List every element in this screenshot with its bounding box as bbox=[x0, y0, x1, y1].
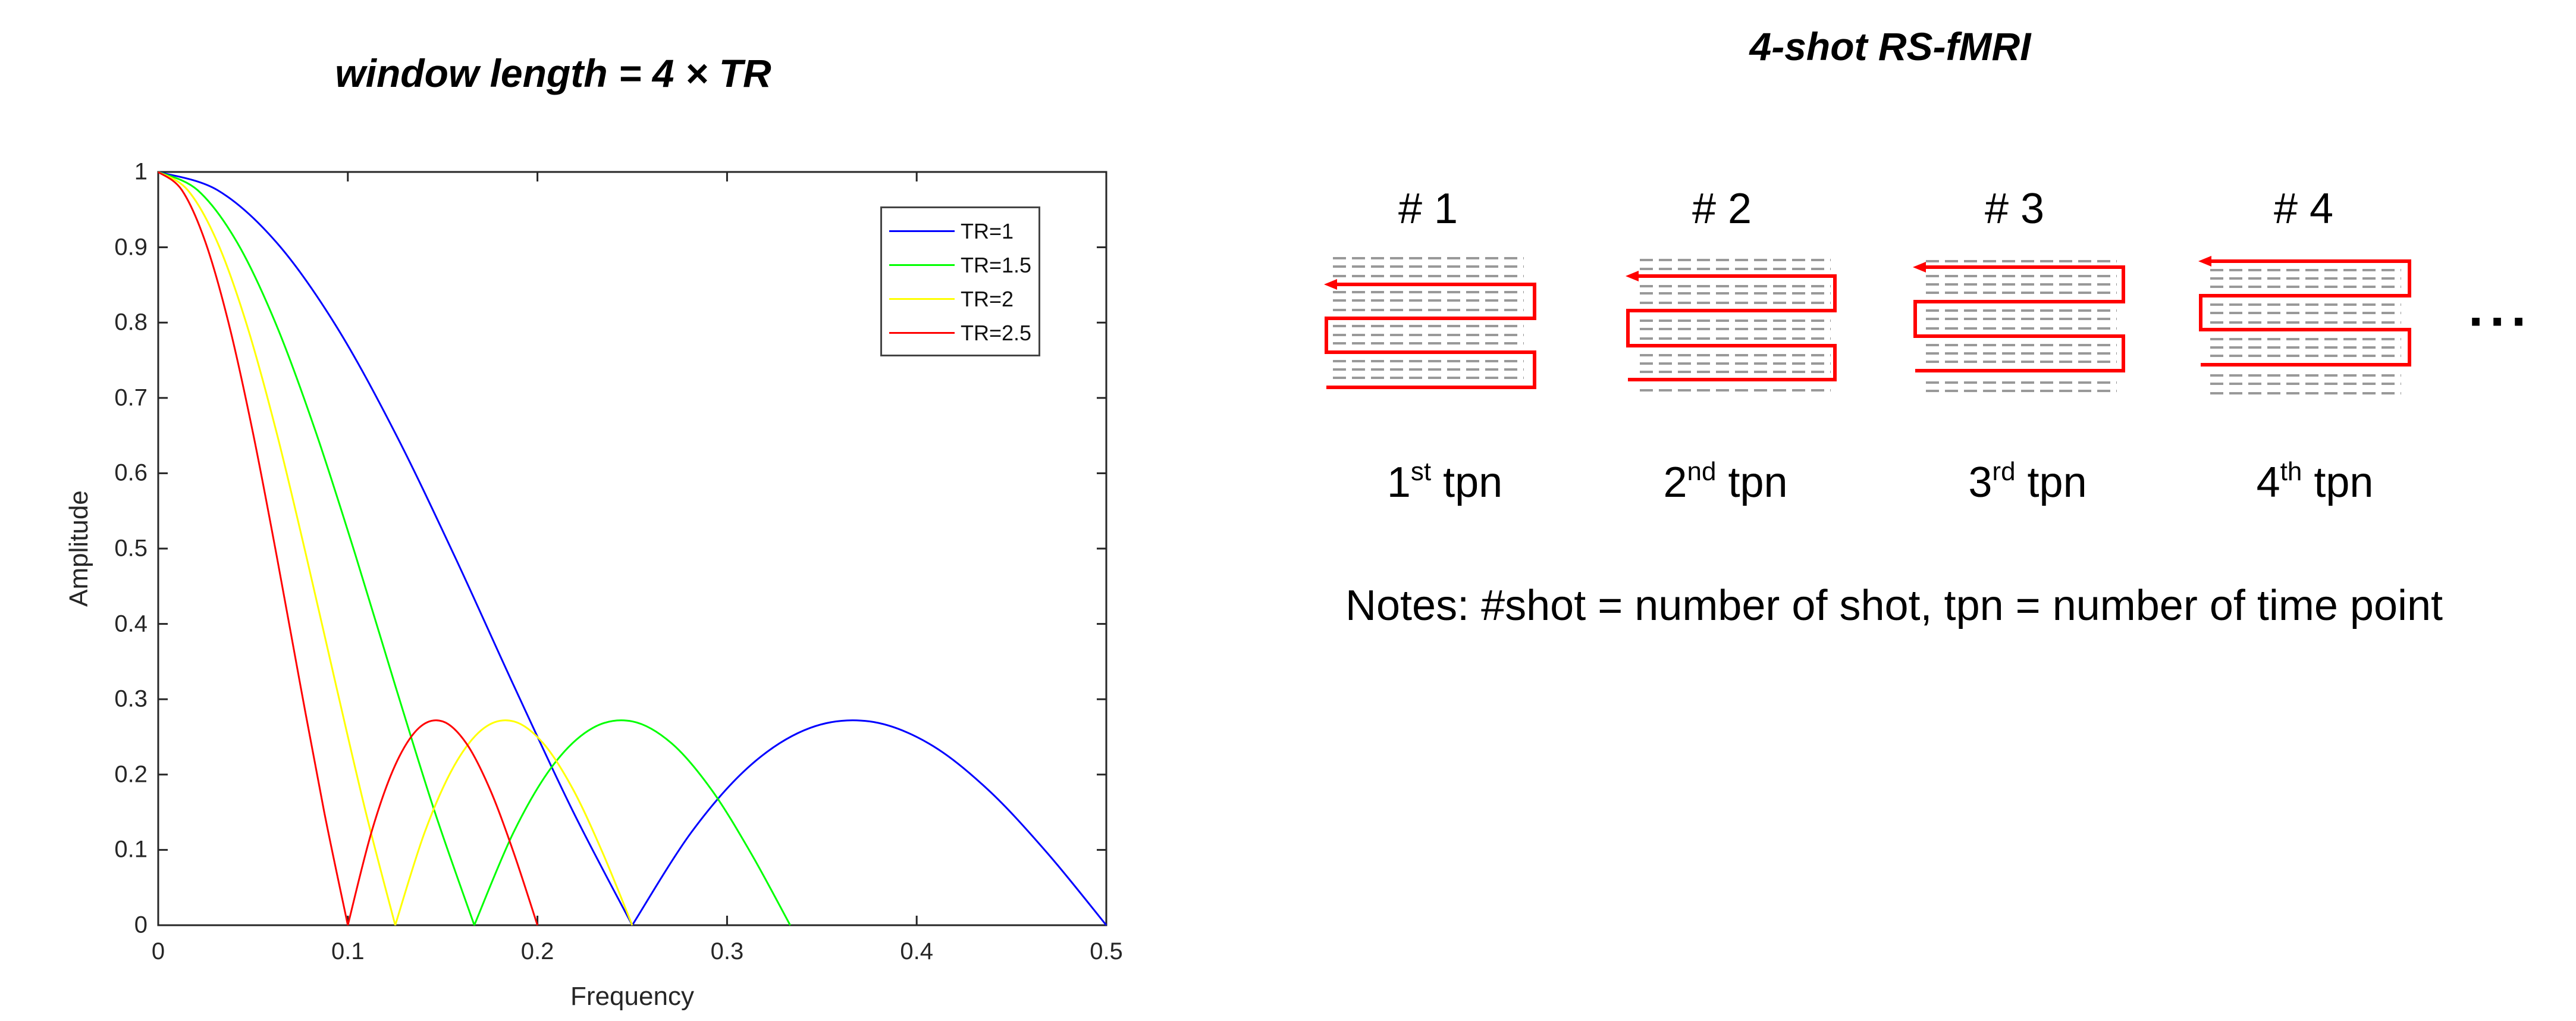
shot-label: # 2 bbox=[1692, 185, 1752, 233]
x-tick-label: 0.3 bbox=[710, 938, 744, 964]
shot-label: # 1 bbox=[1398, 185, 1458, 233]
tpn-number: 2 bbox=[1663, 459, 1687, 506]
shot-label: # 3 bbox=[1984, 185, 2045, 233]
time-point-label: 1st tpn bbox=[1387, 457, 1502, 507]
tpn-number: 4 bbox=[2256, 459, 2280, 506]
y-tick-label: 0.7 bbox=[114, 384, 148, 411]
x-tick-label: 0.4 bbox=[900, 938, 933, 964]
arrow-left-icon bbox=[1626, 271, 1639, 281]
y-tick-label: 0.1 bbox=[114, 836, 148, 863]
y-tick-label: 0.6 bbox=[114, 459, 148, 486]
x-tick-label: 0 bbox=[151, 938, 165, 964]
legend-swatch bbox=[889, 230, 955, 232]
readout-trajectory bbox=[1626, 274, 1837, 381]
series-line-tr-1-5 bbox=[158, 171, 791, 926]
tpn-word: tpn bbox=[1431, 459, 1503, 506]
legend-item: TR=1.5 bbox=[889, 248, 1031, 282]
time-point-label: 2nd tpn bbox=[1663, 457, 1787, 507]
x-tick-label: 0.5 bbox=[1090, 938, 1123, 964]
time-point-label: 4th tpn bbox=[2257, 457, 2374, 507]
time-point-label: 3rd tpn bbox=[1968, 457, 2086, 507]
y-tick-label: 0.3 bbox=[114, 685, 148, 712]
y-axis-label: Amplitude bbox=[64, 490, 93, 607]
notes-text: Notes: #shot = number of shot, tpn = num… bbox=[1345, 582, 2443, 629]
arrow-left-icon bbox=[2198, 256, 2211, 267]
x-tick-label: 0.2 bbox=[520, 938, 554, 964]
legend-label: TR=2 bbox=[961, 286, 1014, 311]
series-line-tr-1 bbox=[158, 171, 1107, 926]
legend-item: TR=2 bbox=[889, 282, 1031, 316]
series-line-tr-2-5 bbox=[158, 171, 539, 926]
legend-item: TR=1 bbox=[889, 214, 1031, 248]
y-tick-label: 0.9 bbox=[114, 234, 148, 261]
y-tick-label: 0.4 bbox=[114, 610, 148, 637]
tpn-ordinal: st bbox=[1410, 457, 1432, 486]
ellipsis: ··· bbox=[2468, 292, 2533, 352]
tpn-ordinal: nd bbox=[1687, 457, 1717, 486]
x-tick-label: 0.1 bbox=[331, 938, 365, 964]
legend-label: TR=1.5 bbox=[961, 252, 1032, 277]
legend-swatch bbox=[889, 264, 955, 266]
x-axis-label: Frequency bbox=[570, 982, 694, 1011]
legend-swatch bbox=[889, 332, 955, 334]
arrow-left-icon bbox=[1913, 262, 1926, 273]
legend-label: TR=2.5 bbox=[961, 320, 1032, 345]
tpn-number: 3 bbox=[1968, 459, 1993, 506]
legend-swatch bbox=[889, 298, 955, 300]
tpn-ordinal: rd bbox=[1992, 457, 2016, 486]
readout-trajectory bbox=[1325, 283, 1536, 389]
legend-label: TR=1 bbox=[961, 218, 1014, 243]
tpn-ordinal: th bbox=[2280, 457, 2302, 486]
readout-trajectory bbox=[2199, 259, 2411, 367]
tpn-word: tpn bbox=[2302, 459, 2374, 506]
chart-title: window length = 4 × TR bbox=[335, 51, 771, 95]
y-tick-label: 1 bbox=[134, 158, 148, 185]
legend-item: TR=2.5 bbox=[889, 316, 1031, 350]
tpn-word: tpn bbox=[2015, 459, 2087, 506]
y-tick-label: 0.8 bbox=[114, 309, 148, 336]
y-tick-label: 0.2 bbox=[114, 761, 148, 788]
tpn-number: 1 bbox=[1386, 459, 1411, 506]
y-tick-label: 0 bbox=[134, 912, 148, 938]
diagram-title: 4-shot RS-fMRI bbox=[1749, 24, 2031, 68]
readout-trajectory bbox=[1913, 265, 2125, 372]
legend: TR=1 TR=1.5 TR=2 TR=2.5 bbox=[880, 206, 1041, 356]
series-line-tr-2 bbox=[158, 171, 633, 926]
tpn-word: tpn bbox=[1716, 459, 1788, 506]
shot-label: # 4 bbox=[2273, 185, 2334, 233]
y-tick-label: 0.5 bbox=[114, 535, 148, 562]
arrow-left-icon bbox=[1324, 279, 1337, 290]
